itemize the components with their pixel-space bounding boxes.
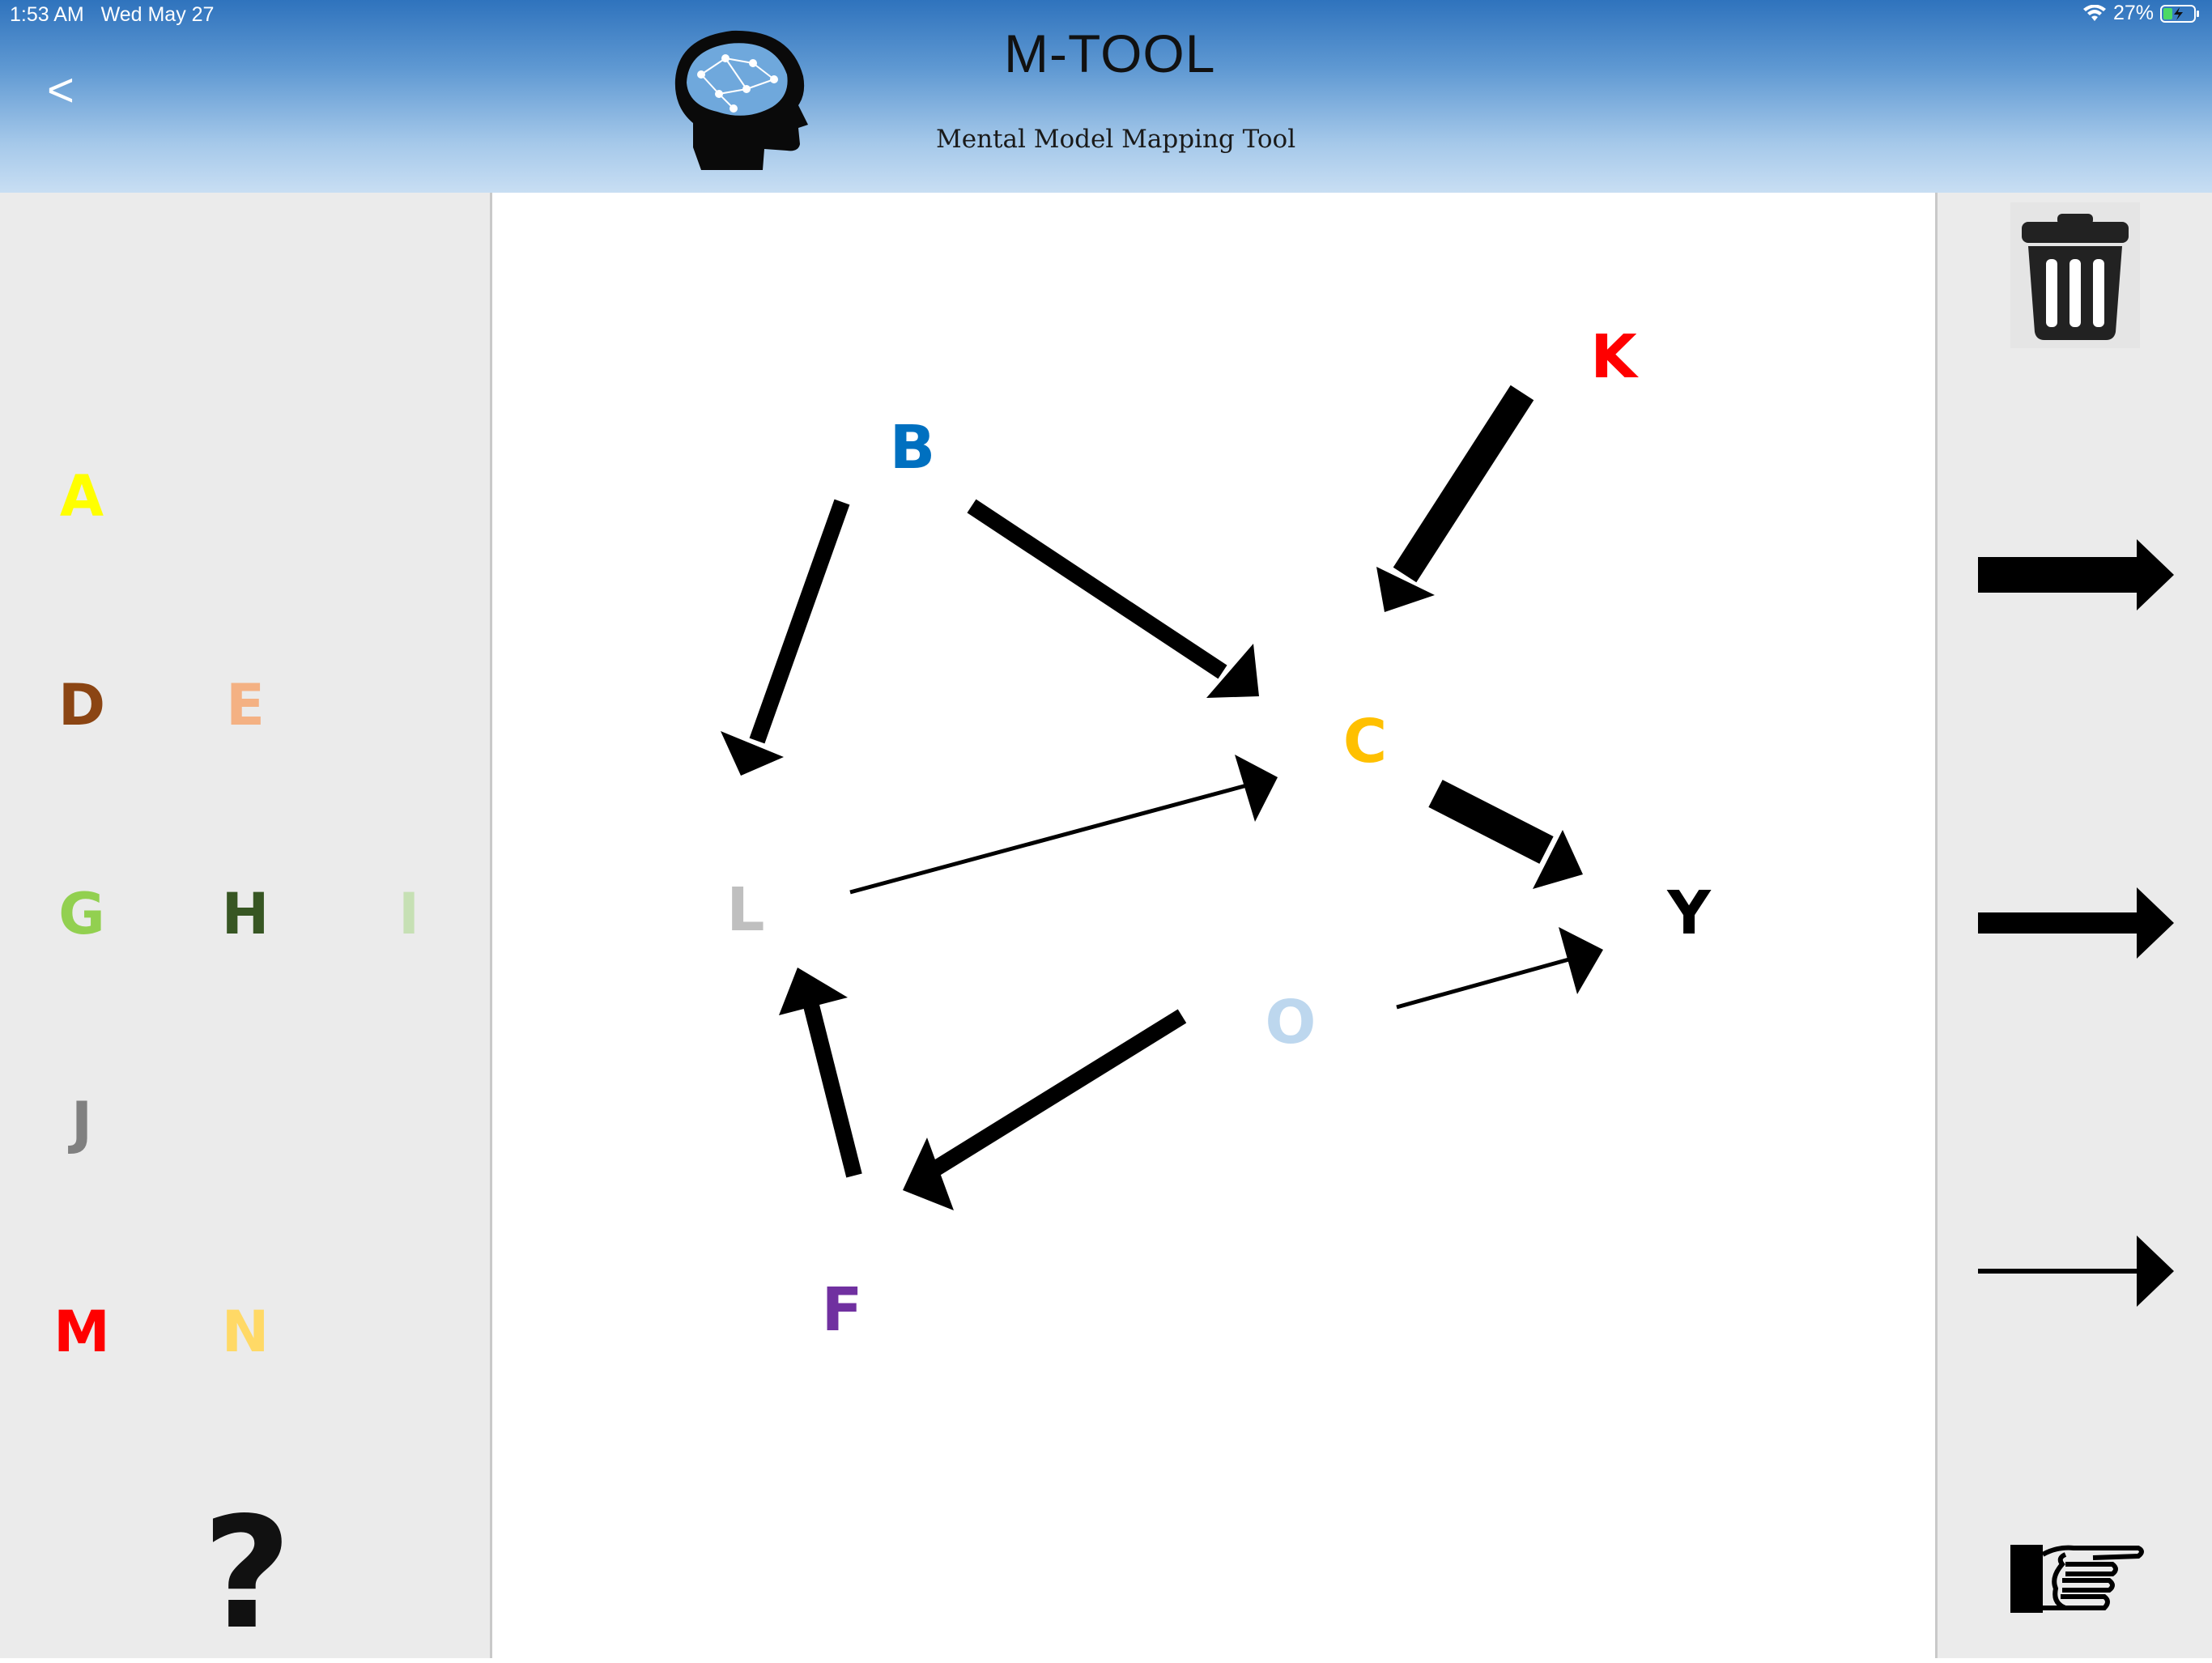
status-time: 1:53 AM [10,3,84,26]
brain-head-logo-icon [674,30,808,170]
arrow-o-to-f[interactable] [903,1009,1187,1210]
tool-panel [1935,193,2212,1658]
trash-icon[interactable] [2010,202,2140,348]
arrow-l-to-c[interactable] [849,755,1278,895]
palette-variable[interactable]: J [70,1090,93,1156]
palette-variable[interactable]: I [398,881,420,947]
map-node[interactable]: F [821,1275,863,1345]
map-node[interactable]: Y [1667,878,1711,948]
arrows-layer [721,385,1603,1210]
app-subtitle: Mental Model Mapping Tool [936,125,1296,154]
arrow-k-to-c[interactable] [1376,385,1534,612]
status-date: Wed May 27 [100,3,215,26]
arrow-c-to-y[interactable] [1428,780,1583,889]
map-node[interactable]: K [1590,322,1637,392]
app-title: M-TOOL [1004,23,1216,83]
palette-variable[interactable]: N [221,1299,270,1365]
strong-arrow-icon[interactable] [1976,534,2179,615]
medium-arrow-icon[interactable] [1976,883,2179,963]
app-header: 1:53 AM Wed May 27 27% < M-TOOL [0,0,2212,193]
pointer-hand-icon[interactable] [2009,1538,2146,1619]
palette-variable[interactable]: H [221,881,270,947]
palette-variable[interactable]: D [57,672,106,738]
palette-variable[interactable]: A [59,463,104,530]
palette-variable[interactable]: M [53,1299,110,1365]
wifi-icon [2082,4,2106,21]
variable-palette: A D E G H I J M N ? [0,193,492,1663]
map-node[interactable]: L [726,875,765,945]
map-canvas[interactable]: B K C L Y O F [492,193,1935,1658]
map-node[interactable]: B [889,413,936,483]
help-button[interactable]: ? [202,1483,292,1663]
arrow-b-to-c[interactable] [967,499,1259,698]
arrow-b-to-l[interactable] [721,499,850,776]
palette-variable[interactable]: E [226,672,265,738]
status-indicators: 27% [2082,2,2201,25]
status-time-date: 1:53 AM Wed May 27 [10,3,214,27]
arrow-f-to-l[interactable] [779,968,862,1178]
back-button[interactable]: < [47,64,74,117]
battery-percent: 27% [2112,2,2154,24]
battery-icon [2160,4,2199,23]
palette-variable[interactable]: G [58,881,105,947]
weak-arrow-icon[interactable] [1976,1231,2179,1312]
map-node[interactable]: O [1265,988,1317,1057]
map-node[interactable]: C [1342,707,1388,776]
arrow-o-to-y[interactable] [1396,927,1603,1010]
